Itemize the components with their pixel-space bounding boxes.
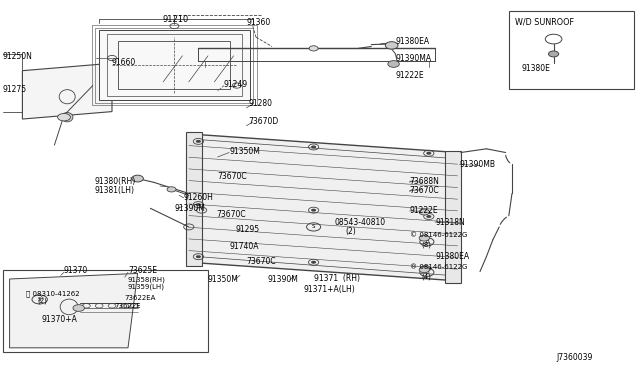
Text: 91358(RH): 91358(RH) bbox=[128, 276, 166, 283]
Circle shape bbox=[423, 267, 428, 270]
Text: 91222E: 91222E bbox=[396, 71, 424, 80]
Text: S: S bbox=[312, 224, 316, 230]
Text: 91318N: 91318N bbox=[435, 218, 465, 227]
Circle shape bbox=[388, 61, 399, 67]
Text: 91740A: 91740A bbox=[229, 242, 259, 251]
Text: 73625E: 73625E bbox=[128, 266, 157, 275]
Text: J7360039: J7360039 bbox=[557, 353, 593, 362]
Text: 91390MA: 91390MA bbox=[396, 54, 431, 63]
Text: 08543-40810: 08543-40810 bbox=[334, 218, 385, 227]
Text: (8): (8) bbox=[421, 241, 431, 248]
Circle shape bbox=[385, 42, 398, 49]
Text: 91280: 91280 bbox=[248, 99, 273, 108]
Text: (2): (2) bbox=[37, 297, 47, 304]
Circle shape bbox=[419, 267, 429, 273]
Text: 73670C: 73670C bbox=[246, 257, 276, 266]
Circle shape bbox=[311, 145, 316, 148]
Text: 73688N: 73688N bbox=[410, 177, 440, 186]
Polygon shape bbox=[186, 132, 202, 266]
Text: 91350M: 91350M bbox=[229, 147, 260, 156]
Text: 91295: 91295 bbox=[236, 225, 260, 234]
Text: 73670D: 73670D bbox=[248, 117, 278, 126]
Circle shape bbox=[196, 255, 201, 258]
Circle shape bbox=[426, 152, 431, 155]
Text: 91380EA: 91380EA bbox=[396, 37, 429, 46]
Text: 73622EA: 73622EA bbox=[125, 295, 156, 301]
Text: 91260H: 91260H bbox=[184, 193, 214, 202]
Circle shape bbox=[309, 46, 318, 51]
Polygon shape bbox=[445, 151, 461, 283]
Text: 91380EA: 91380EA bbox=[435, 252, 469, 261]
Circle shape bbox=[419, 209, 429, 215]
Text: (4): (4) bbox=[421, 274, 431, 280]
Text: 91359(LH): 91359(LH) bbox=[128, 284, 165, 291]
Text: 91249: 91249 bbox=[224, 80, 248, 89]
Text: ® 08146-6122G: ® 08146-6122G bbox=[410, 264, 467, 270]
Text: B: B bbox=[425, 239, 429, 244]
Text: (2): (2) bbox=[346, 227, 356, 236]
Text: 91371  (RH): 91371 (RH) bbox=[314, 275, 360, 283]
Circle shape bbox=[426, 215, 431, 218]
Text: 91370+A: 91370+A bbox=[42, 315, 77, 324]
Text: 91381(LH): 91381(LH) bbox=[94, 186, 134, 195]
Text: 91250N: 91250N bbox=[3, 52, 33, 61]
Text: 73670C: 73670C bbox=[410, 186, 439, 195]
Polygon shape bbox=[189, 134, 458, 281]
Circle shape bbox=[58, 113, 70, 121]
Circle shape bbox=[196, 203, 201, 206]
Text: 91390MB: 91390MB bbox=[460, 160, 495, 169]
Text: Ⓢ 08310-41262: Ⓢ 08310-41262 bbox=[26, 291, 79, 297]
Circle shape bbox=[73, 305, 84, 311]
Circle shape bbox=[132, 175, 143, 182]
Text: 91390M: 91390M bbox=[268, 275, 298, 283]
Polygon shape bbox=[99, 30, 250, 100]
Text: 91370: 91370 bbox=[64, 266, 88, 275]
Text: 73622E: 73622E bbox=[114, 303, 141, 309]
Bar bbox=[509, 11, 634, 89]
Text: 73670C: 73670C bbox=[216, 210, 246, 219]
Text: 91380E: 91380E bbox=[522, 64, 551, 73]
Text: 91380(RH): 91380(RH) bbox=[94, 177, 135, 186]
Polygon shape bbox=[10, 273, 138, 348]
Text: 73670C: 73670C bbox=[218, 172, 247, 181]
Text: © 08146-6122G: © 08146-6122G bbox=[410, 232, 467, 238]
Ellipse shape bbox=[61, 112, 73, 122]
Text: 91350M: 91350M bbox=[208, 275, 239, 283]
Text: W/D SUNROOF: W/D SUNROOF bbox=[515, 17, 574, 26]
Text: 91371+A(LH): 91371+A(LH) bbox=[304, 285, 356, 294]
Text: S: S bbox=[38, 297, 42, 302]
Bar bbox=[3, 270, 208, 352]
Circle shape bbox=[167, 187, 176, 192]
Polygon shape bbox=[22, 63, 112, 119]
Text: 91360: 91360 bbox=[246, 18, 271, 27]
Circle shape bbox=[548, 51, 559, 57]
Circle shape bbox=[311, 209, 316, 212]
Text: 91210: 91210 bbox=[163, 15, 189, 24]
Text: 91222E: 91222E bbox=[410, 206, 438, 215]
Text: 91390M: 91390M bbox=[174, 204, 205, 213]
Circle shape bbox=[419, 235, 429, 241]
Circle shape bbox=[196, 140, 201, 143]
Text: 91275: 91275 bbox=[3, 85, 27, 94]
Circle shape bbox=[311, 261, 316, 264]
Text: B: B bbox=[425, 270, 429, 275]
Text: 91660: 91660 bbox=[112, 58, 136, 67]
